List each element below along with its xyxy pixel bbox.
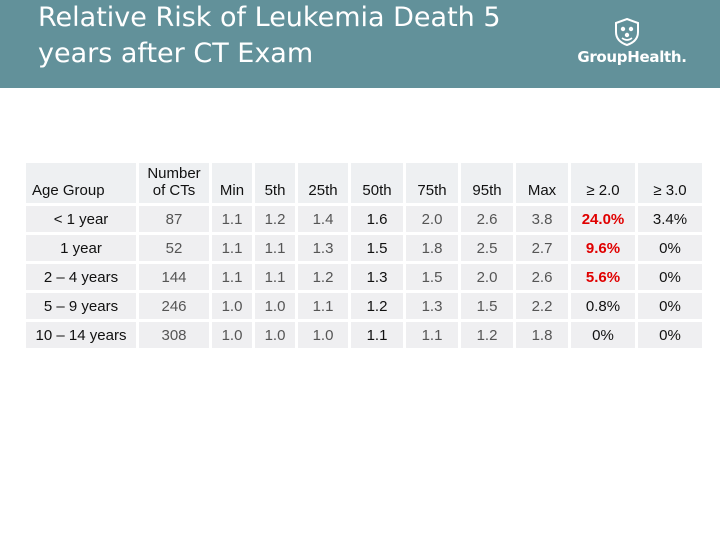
cell-75th: 1.8: [406, 235, 458, 261]
header-95th: 95th: [461, 163, 513, 203]
cell-25th: 1.0: [298, 322, 348, 348]
cell-50th: 1.3: [351, 264, 403, 290]
cell-25th: 1.3: [298, 235, 348, 261]
header-25th: 25th: [298, 163, 348, 203]
cell-75th: 2.0: [406, 206, 458, 232]
cell-age-group: 5 – 9 years: [26, 293, 136, 319]
cell-5th: 1.0: [255, 322, 295, 348]
cell-50th: 1.5: [351, 235, 403, 261]
cell-ge-3: 0%: [638, 322, 702, 348]
table-row: 1 year 52 1.1 1.1 1.3 1.5 1.8 2.5 2.7 9.…: [26, 235, 702, 261]
cell-ge-3: 0%: [638, 293, 702, 319]
cell-50th: 1.2: [351, 293, 403, 319]
cell-number-of-cts: 87: [139, 206, 209, 232]
cell-75th: 1.1: [406, 322, 458, 348]
group-health-crest-icon: [615, 18, 639, 46]
cell-25th: 1.1: [298, 293, 348, 319]
cell-ge-3: 0%: [638, 264, 702, 290]
cell-number-of-cts: 144: [139, 264, 209, 290]
risk-table: Age Group Number of CTs Min 5th 25th 50t…: [23, 160, 705, 351]
cell-age-group: 2 – 4 years: [26, 264, 136, 290]
cell-max: 2.6: [516, 264, 568, 290]
cell-number-of-cts: 308: [139, 322, 209, 348]
cell-min: 1.0: [212, 322, 252, 348]
header-5th: 5th: [255, 163, 295, 203]
header-ge-2: ≥ 2.0: [571, 163, 635, 203]
cell-min: 1.1: [212, 235, 252, 261]
cell-age-group: 10 – 14 years: [26, 322, 136, 348]
cell-50th: 1.1: [351, 322, 403, 348]
header-50th: 50th: [351, 163, 403, 203]
cell-number-of-cts: 246: [139, 293, 209, 319]
page-title: Relative Risk of Leukemia Death 5 years …: [38, 2, 501, 69]
cell-5th: 1.0: [255, 293, 295, 319]
cell-95th: 2.6: [461, 206, 513, 232]
cell-95th: 1.5: [461, 293, 513, 319]
cell-ge-2: 24.0%: [571, 206, 635, 232]
table-row: 10 – 14 years 308 1.0 1.0 1.0 1.1 1.1 1.…: [26, 322, 702, 348]
table-row: 2 – 4 years 144 1.1 1.1 1.2 1.3 1.5 2.0 …: [26, 264, 702, 290]
cell-ge-3: 3.4%: [638, 206, 702, 232]
cell-95th: 2.0: [461, 264, 513, 290]
table-row: 5 – 9 years 246 1.0 1.0 1.1 1.2 1.3 1.5 …: [26, 293, 702, 319]
header-age-group: Age Group: [26, 163, 136, 203]
cell-ge-2: 0%: [571, 322, 635, 348]
cell-95th: 1.2: [461, 322, 513, 348]
header-max: Max: [516, 163, 568, 203]
logo-text: GroupHealth.: [577, 48, 687, 66]
cell-ge-2: 5.6%: [571, 264, 635, 290]
cell-5th: 1.1: [255, 264, 295, 290]
cell-5th: 1.1: [255, 235, 295, 261]
cell-ge-3: 0%: [638, 235, 702, 261]
cell-max: 3.8: [516, 206, 568, 232]
cell-max: 2.7: [516, 235, 568, 261]
cell-number-of-cts: 52: [139, 235, 209, 261]
cell-50th: 1.6: [351, 206, 403, 232]
header-number-of-cts: Number of CTs: [139, 163, 209, 203]
table-header-row: Age Group Number of CTs Min 5th 25th 50t…: [26, 163, 702, 203]
header-75th: 75th: [406, 163, 458, 203]
cell-25th: 1.4: [298, 206, 348, 232]
header-ge-3: ≥ 3.0: [638, 163, 702, 203]
cell-ge-2: 0.8%: [571, 293, 635, 319]
table-row: < 1 year 87 1.1 1.2 1.4 1.6 2.0 2.6 3.8 …: [26, 206, 702, 232]
cell-min: 1.0: [212, 293, 252, 319]
cell-ge-2: 9.6%: [571, 235, 635, 261]
cell-75th: 1.5: [406, 264, 458, 290]
cell-age-group: 1 year: [26, 235, 136, 261]
cell-95th: 2.5: [461, 235, 513, 261]
cell-5th: 1.2: [255, 206, 295, 232]
cell-75th: 1.3: [406, 293, 458, 319]
group-health-logo: GroupHealth.: [572, 18, 692, 70]
cell-25th: 1.2: [298, 264, 348, 290]
header-min: Min: [212, 163, 252, 203]
title-banner: Relative Risk of Leukemia Death 5 years …: [0, 0, 720, 88]
cell-min: 1.1: [212, 264, 252, 290]
cell-max: 1.8: [516, 322, 568, 348]
cell-age-group: < 1 year: [26, 206, 136, 232]
cell-min: 1.1: [212, 206, 252, 232]
cell-max: 2.2: [516, 293, 568, 319]
